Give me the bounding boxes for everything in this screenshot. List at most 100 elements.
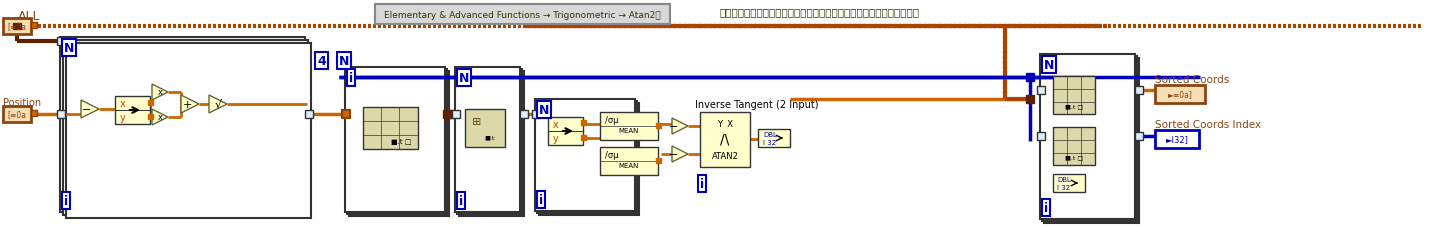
Bar	[757, 129, 790, 147]
Bar	[148, 114, 152, 119]
Bar	[1135, 132, 1142, 140]
Text: ■.t □: ■.t □	[1065, 155, 1083, 160]
Bar	[364, 108, 418, 149]
Bar	[443, 111, 451, 118]
Bar	[1026, 96, 1035, 104]
Text: N: N	[539, 104, 549, 116]
Bar	[1155, 131, 1198, 148]
Text: /σμ: /σμ	[605, 151, 619, 160]
Bar	[3, 106, 32, 122]
Bar	[63, 41, 308, 215]
Text: Elementary & Advanced Functions → Trigonometric → Atan2。: Elementary & Advanced Functions → Trigon…	[384, 10, 661, 20]
Bar	[466, 109, 504, 147]
Bar	[1038, 132, 1045, 140]
Bar	[1053, 77, 1095, 114]
Bar	[1135, 87, 1142, 95]
Text: ⊞: ⊞	[473, 116, 481, 126]
Text: ■.t □: ■.t □	[391, 138, 411, 144]
Bar	[445, 111, 453, 118]
Bar	[581, 121, 586, 126]
Bar	[458, 72, 525, 216]
Text: −: −	[82, 105, 92, 114]
Bar	[305, 111, 313, 118]
Text: 通过与中心点计算角度，对四个坐标，以左上角为顶点按顺时针进行排序: 通过与中心点计算角度，对四个坐标，以左上角为顶点按顺时针进行排序	[720, 7, 920, 17]
Text: MEAN: MEAN	[619, 127, 639, 133]
Bar	[456, 68, 520, 212]
Text: N: N	[65, 42, 75, 55]
Text: x: x	[158, 113, 162, 122]
Bar	[657, 158, 661, 163]
Text: Sorted Coords: Sorted Coords	[1155, 75, 1229, 85]
Bar	[57, 38, 65, 46]
Bar	[1026, 74, 1035, 82]
Bar	[457, 70, 522, 214]
Text: ■.t □: ■.t □	[1065, 104, 1083, 109]
Text: y: y	[121, 113, 126, 122]
Text: ►I32]: ►I32]	[1165, 135, 1188, 144]
Bar	[1042, 57, 1137, 221]
Text: ►≡0a]: ►≡0a]	[1167, 90, 1193, 99]
Bar	[601, 113, 658, 140]
Text: x: x	[121, 99, 126, 109]
Bar	[342, 111, 351, 118]
Polygon shape	[208, 96, 227, 114]
Text: i: i	[1045, 201, 1048, 214]
Bar	[66, 44, 310, 218]
Bar	[700, 113, 750, 167]
Bar	[535, 100, 635, 211]
Text: /\: /\	[720, 132, 730, 146]
Bar	[375, 5, 670, 25]
Bar	[345, 68, 445, 212]
Text: x: x	[553, 119, 559, 129]
Bar	[1040, 55, 1135, 219]
Text: i: i	[349, 72, 354, 85]
Bar	[346, 70, 447, 214]
Bar	[57, 111, 65, 118]
Polygon shape	[152, 109, 168, 126]
Polygon shape	[80, 101, 99, 118]
Bar	[60, 38, 305, 212]
Polygon shape	[673, 146, 688, 162]
Bar	[1045, 59, 1140, 223]
Bar	[1038, 87, 1045, 95]
Text: Position: Position	[3, 98, 42, 108]
Bar	[453, 111, 460, 118]
Bar	[1053, 174, 1085, 192]
Bar	[1053, 127, 1095, 165]
Text: −: −	[670, 149, 678, 159]
Bar	[1155, 86, 1206, 104]
Text: x: x	[158, 88, 162, 97]
Polygon shape	[673, 118, 688, 134]
Bar	[32, 23, 37, 29]
Text: [≡0a: [≡0a	[7, 110, 26, 119]
Bar	[581, 135, 586, 140]
Text: −: −	[670, 121, 678, 131]
Text: ATAN2: ATAN2	[711, 152, 739, 161]
Text: y: y	[553, 133, 559, 143]
Bar	[539, 104, 639, 215]
Bar	[13, 24, 22, 30]
Bar	[657, 123, 661, 128]
Text: [≡0a: [≡0a	[7, 22, 26, 31]
Bar	[532, 111, 540, 118]
Text: Inverse Tangent (2 Input): Inverse Tangent (2 Input)	[696, 100, 819, 109]
Bar	[148, 101, 152, 106]
Text: MEAN: MEAN	[619, 162, 639, 168]
Bar	[601, 147, 658, 175]
Bar	[349, 72, 448, 216]
Bar	[3, 19, 32, 35]
Text: N: N	[1045, 59, 1055, 72]
Text: I 32: I 32	[1058, 184, 1071, 190]
Text: DBL: DBL	[763, 131, 777, 137]
Polygon shape	[181, 96, 198, 114]
Text: Sorted Coords Index: Sorted Coords Index	[1155, 119, 1262, 129]
Text: √: √	[214, 100, 221, 109]
Text: ALL: ALL	[19, 10, 40, 23]
Bar	[520, 111, 527, 118]
Text: I 32: I 32	[763, 139, 776, 145]
Text: ■.t: ■.t	[484, 135, 496, 140]
Text: i: i	[539, 193, 543, 206]
Text: Y  X: Y X	[717, 120, 733, 129]
Bar	[547, 118, 583, 145]
Bar	[537, 101, 637, 213]
